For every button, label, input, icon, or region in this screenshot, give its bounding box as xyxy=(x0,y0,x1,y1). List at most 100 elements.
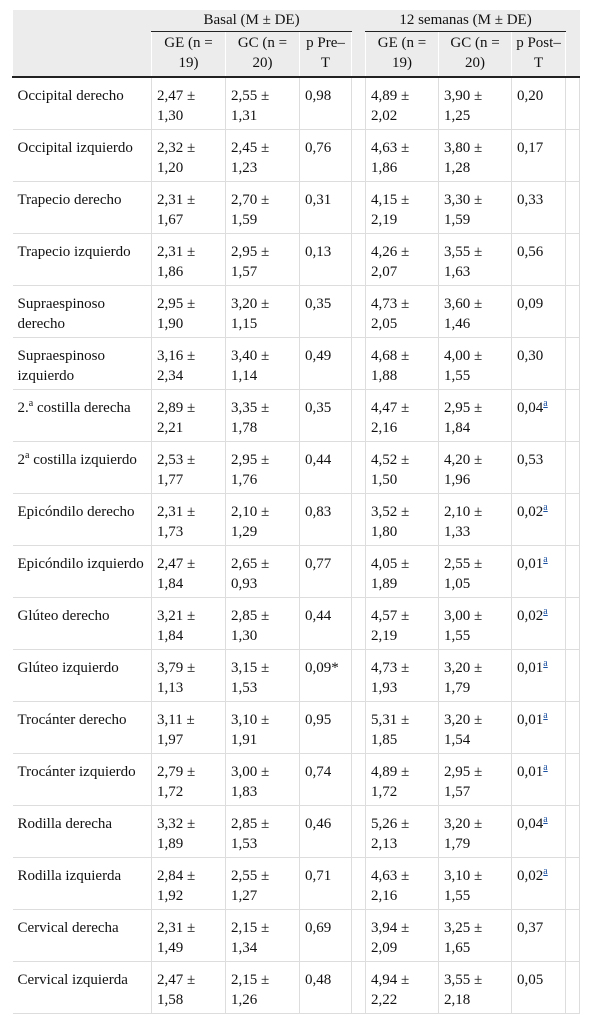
cell-value: 2,95 ± 1,90 xyxy=(157,296,196,332)
cell-value: 2,55 ± 1,27 xyxy=(231,868,270,904)
row-label: Trocánter derecho xyxy=(12,701,152,754)
cell-value: 4,26 ± 2,07 xyxy=(371,244,410,280)
footnote-link[interactable]: a xyxy=(543,814,548,825)
cell-value: 0,71 xyxy=(305,868,332,884)
cell: 2,95 ± 1,57 xyxy=(438,753,512,806)
column-header: p Pre–T xyxy=(298,31,352,78)
cell: 0,09* xyxy=(298,649,352,702)
cell-value: 2,55 ± 1,31 xyxy=(231,88,270,124)
cell: 0,02a xyxy=(511,493,566,546)
row-label-text: Trapecio derecho xyxy=(17,192,122,208)
cell: 3,79 ± 1,13 xyxy=(151,649,226,702)
cell: 0,95 xyxy=(298,701,352,754)
cell-value: 4,73 ± 2,05 xyxy=(371,296,410,332)
cell: 4,52 ± 1,50 xyxy=(365,441,439,494)
footnote-link[interactable]: a xyxy=(543,398,548,409)
cell: 2,31 ± 1,73 xyxy=(151,493,226,546)
cell: 2,95 ± 1,57 xyxy=(225,233,300,286)
spacer-cell xyxy=(565,493,581,546)
cell: 4,94 ± 2,22 xyxy=(365,961,439,1014)
spacer-cell xyxy=(565,909,581,962)
cell: 0,53 xyxy=(511,441,566,494)
cell-value: 3,94 ± 2,09 xyxy=(371,920,410,956)
cell: 5,31 ± 1,85 xyxy=(365,701,439,754)
footnote-link[interactable]: a xyxy=(543,710,548,721)
cell-value: 0,20 xyxy=(517,88,544,104)
cell-value: 0,02 xyxy=(517,608,544,624)
cell: 3,55 ± 2,18 xyxy=(438,961,512,1014)
spacer-cell xyxy=(565,233,581,286)
row-label: Cervical derecha xyxy=(12,909,152,962)
cell: 4,63 ± 2,16 xyxy=(365,857,439,910)
cell: 0,02a xyxy=(511,597,566,650)
cell-value: 3,60 ± 1,46 xyxy=(444,296,483,332)
footnote-link[interactable]: a xyxy=(543,762,548,773)
cell: 0,74 xyxy=(298,753,352,806)
cell: 3,20 ± 1,54 xyxy=(438,701,512,754)
cell-value: 3,80 ± 1,28 xyxy=(444,140,483,176)
spacer-cell xyxy=(351,181,366,234)
cell: 0,35 xyxy=(298,285,352,338)
table-row: Glúteo izquierdo 3,79 ± 1,13 3,15 ± 1,53 0,… xyxy=(12,649,581,702)
cell: 4,57 ± 2,19 xyxy=(365,597,439,650)
cell-value: 2,89 ± 2,21 xyxy=(157,400,196,436)
cell: 0,56 xyxy=(511,233,566,286)
cell-value: 0,69 xyxy=(305,920,332,936)
row-label: 2.a costilla derecha xyxy=(12,389,152,442)
row-label-text: Rodilla izquierda xyxy=(17,868,122,884)
cell-value: 4,89 ± 2,02 xyxy=(371,88,410,124)
cell-value: 0,01 xyxy=(517,712,544,728)
footnote-link[interactable]: a xyxy=(543,502,548,513)
cell: 3,15 ± 1,53 xyxy=(225,649,300,702)
cell-value: 2,45 ± 1,23 xyxy=(231,140,270,176)
cell-value: 4,20 ± 1,96 xyxy=(444,452,483,488)
cell-value: 4,89 ± 1,72 xyxy=(371,764,410,800)
cell-value: 4,57 ± 2,19 xyxy=(371,608,410,644)
spacer-cell xyxy=(351,701,366,754)
footnote-link[interactable]: a xyxy=(543,866,548,877)
spacer-cell xyxy=(351,129,366,182)
cell: 0,02a xyxy=(511,857,566,910)
footnote-link[interactable]: a xyxy=(543,554,548,565)
table-row: Occipital izquierdo 2,32 ± 1,20 2,45 ± 1,2… xyxy=(12,129,581,182)
cell: 0,33 xyxy=(511,181,566,234)
cell-value: 2,95 ± 1,84 xyxy=(444,400,483,436)
cell-value: 0,83 xyxy=(305,504,332,520)
cell-value: 2,95 ± 1,57 xyxy=(231,244,270,280)
table-row: Supraespinoso izquierdo 3,16 ± 2,34 3,40 ±… xyxy=(12,337,581,390)
cell: 3,10 ± 1,55 xyxy=(438,857,512,910)
cell-value: 4,68 ± 1,88 xyxy=(371,348,410,384)
cell-value: 0,05 xyxy=(517,972,544,988)
cell: 2,65 ± 0,93 xyxy=(225,545,300,598)
cell-value: 3,52 ± 1,80 xyxy=(371,504,410,540)
row-label-text: Rodilla derecha xyxy=(17,816,113,832)
row-label: Trocánter izquierdo xyxy=(12,753,152,806)
spacer-cell xyxy=(565,753,581,806)
cell: 4,73 ± 1,93 xyxy=(365,649,439,702)
footnote-link[interactable]: a xyxy=(543,606,548,617)
cell: 0,09 xyxy=(511,285,566,338)
cell: 2,10 ± 1,29 xyxy=(225,493,300,546)
cell-value: 0,95 xyxy=(305,712,332,728)
cell-value: 0,74 xyxy=(305,764,332,780)
cell: 2,55 ± 1,05 xyxy=(438,545,512,598)
row-label: Occipital izquierdo xyxy=(12,129,152,182)
cell: 3,35 ± 1,78 xyxy=(225,389,300,442)
cell: 4,26 ± 2,07 xyxy=(365,233,439,286)
table-row: Trocánter derecho 3,11 ± 1,97 3,10 ± 1,91 0… xyxy=(12,701,581,754)
cell: 2,45 ± 1,23 xyxy=(225,129,300,182)
cell: 2,53 ± 1,77 xyxy=(151,441,226,494)
cell: 0,01a xyxy=(511,753,566,806)
cell-value: 2,31 ± 1,86 xyxy=(157,244,196,280)
spacer-cell xyxy=(351,77,366,130)
footnote-link[interactable]: a xyxy=(543,658,548,669)
cell-value: 4,05 ± 1,89 xyxy=(371,556,410,592)
cell-value: 5,26 ± 2,13 xyxy=(371,816,410,852)
cell: 3,00 ± 1,55 xyxy=(438,597,512,650)
cell: 0,05 xyxy=(511,961,566,1014)
row-label-text: costilla derecha xyxy=(33,400,131,416)
row-label: Glúteo derecho xyxy=(12,597,152,650)
cell-value: 3,21 ± 1,84 xyxy=(157,608,196,644)
cell-value: 0,30 xyxy=(517,348,544,364)
cell: 3,80 ± 1,28 xyxy=(438,129,512,182)
